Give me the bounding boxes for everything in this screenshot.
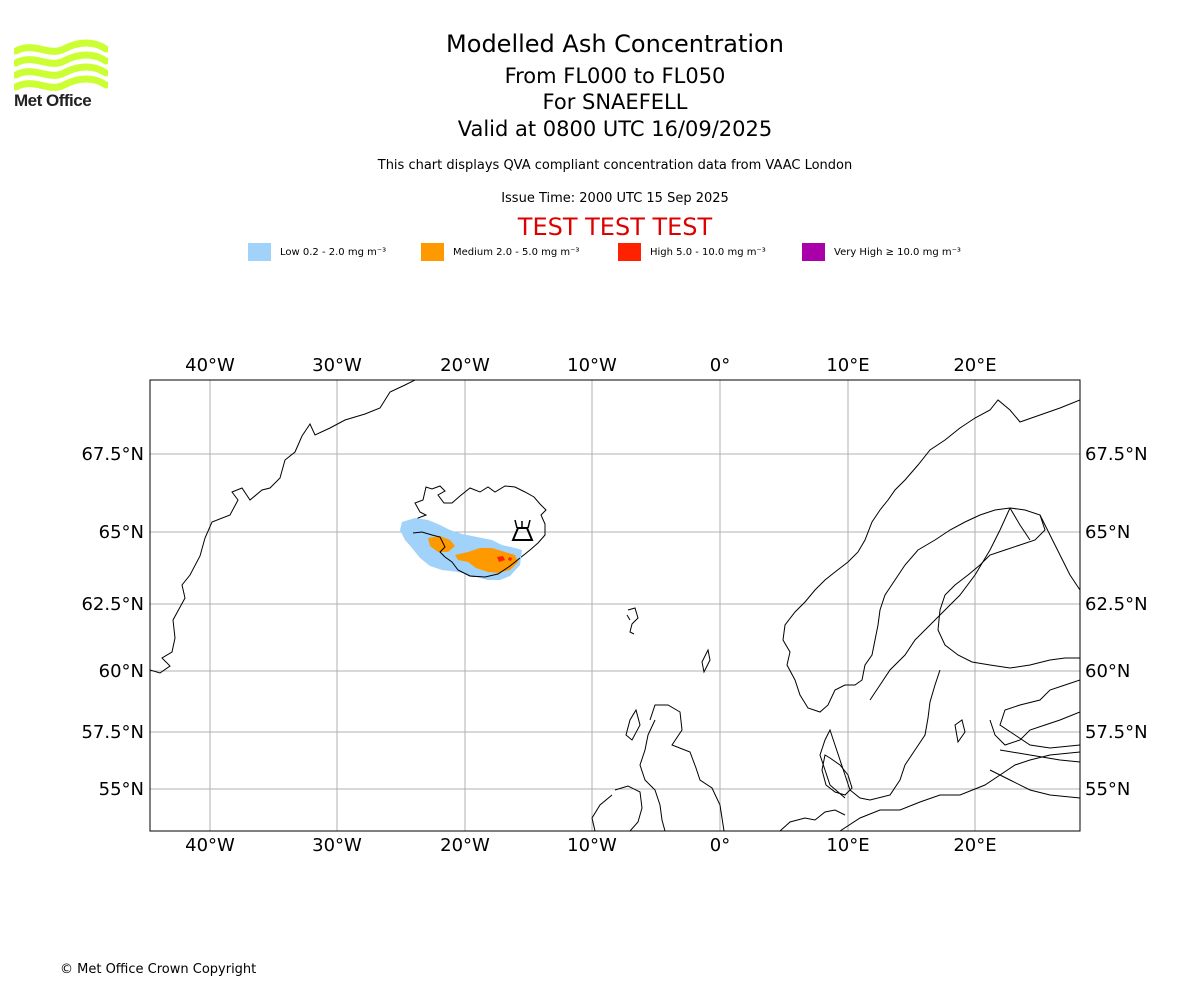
- lon-label-top: 0°: [710, 355, 730, 376]
- ash-area-high: [497, 556, 512, 562]
- coastline-ireland: [591, 785, 643, 831]
- ash-map: 40°W 30°W 20°W 10°W 0° 10°E 20°E 40°W 30…: [0, 340, 1200, 860]
- lon-label-bottom: 20°E: [953, 835, 996, 856]
- lat-label-left: 65°N: [99, 522, 144, 543]
- lat-label-left: 57.5°N: [81, 722, 144, 743]
- issue-time: Issue Time: 2000 UTC 15 Sep 2025: [501, 191, 729, 206]
- coastline-sweden-south: [819, 669, 941, 801]
- test-banner: TEST TEST TEST: [517, 213, 713, 241]
- copyright-notice: © Met Office Crown Copyright: [60, 962, 257, 977]
- longitude-labels-top: 40°W 30°W 20°W 10°W 0° 10°E 20°E: [185, 355, 996, 376]
- logo-wave: [14, 63, 108, 79]
- legend-item-medium: Medium 2.0 - 5.0 mg m⁻³: [421, 243, 579, 261]
- chart-title: Modelled Ash Concentration: [446, 30, 784, 58]
- legend-swatch-high: [618, 243, 641, 261]
- lon-label-top: 10°E: [826, 355, 869, 376]
- legend-label-medium: Medium 2.0 - 5.0 mg m⁻³: [453, 246, 580, 258]
- logo-wave: [14, 75, 108, 91]
- iceland-outline-overlay: [412, 531, 521, 578]
- compliance-note: This chart displays QVA compliant concen…: [377, 158, 853, 173]
- coastline-gulf-of-riga: [989, 711, 1080, 746]
- longitude-labels-bottom: 40°W 30°W 20°W 10°W 0° 10°E 20°E: [185, 835, 996, 856]
- latitude-labels-right: 67.5°N 65°N 62.5°N 60°N 57.5°N 55°N: [1085, 444, 1148, 800]
- logo-wave: [14, 51, 108, 67]
- lon-label-bottom: 20°W: [440, 835, 490, 856]
- lat-label-right: 62.5°N: [1085, 594, 1148, 615]
- lon-label-top: 30°W: [312, 355, 362, 376]
- lon-label-bottom: 10°W: [567, 835, 617, 856]
- coastline-shetland: [701, 648, 711, 674]
- border-finland-russia: [1039, 514, 1080, 591]
- met-office-logo-icon: [14, 39, 108, 91]
- logo-wave: [14, 39, 108, 55]
- lon-label-top: 40°W: [185, 355, 235, 376]
- lon-label-bottom: 0°: [710, 835, 730, 856]
- ash-map-svg: 40°W 30°W 20°W 10°W 0° 10°E 20°E 40°W 30…: [81, 355, 1148, 856]
- ash-area-medium: [428, 536, 518, 573]
- legend-swatch-medium: [421, 243, 444, 261]
- lat-label-left: 55°N: [99, 779, 144, 800]
- lon-label-top: 20°E: [953, 355, 996, 376]
- coastline-gotland: [954, 719, 966, 744]
- border-norway-sweden: [869, 507, 1011, 701]
- coastline-greenland: [150, 380, 416, 674]
- iceland-south-coast: [412, 531, 521, 578]
- lat-label-right: 67.5°N: [1085, 444, 1148, 465]
- coastline-baltic: [839, 679, 1080, 831]
- lat-label-left: 62.5°N: [81, 594, 144, 615]
- border-baltic-states: [989, 749, 1080, 799]
- coastline-outer-hebrides: [625, 708, 641, 741]
- legend-label-high: High 5.0 - 10.0 mg m⁻³: [650, 246, 766, 258]
- coastline-scandinavia: [782, 399, 1080, 713]
- coastline-great-britain: [639, 704, 725, 831]
- legend-label-low: Low 0.2 - 2.0 mg m⁻³: [280, 246, 387, 258]
- latitude-labels-left: 67.5°N 65°N 62.5°N 60°N 57.5°N 55°N: [81, 444, 144, 800]
- volcano-name: For SNAEFELL: [542, 90, 688, 114]
- legend-item-very-high: Very High ≥ 10.0 mg m⁻³: [802, 243, 961, 261]
- lon-label-bottom: 40°W: [185, 835, 235, 856]
- met-office-logo-text: Met Office: [14, 91, 92, 110]
- lat-label-left: 60°N: [99, 661, 144, 682]
- valid-time: Valid at 0800 UTC 16/09/2025: [457, 117, 773, 141]
- legend-item-low: Low 0.2 - 2.0 mg m⁻³: [248, 243, 386, 261]
- legend-swatch-very-high: [802, 243, 825, 261]
- volcano-icon: [511, 519, 534, 541]
- graticule: [150, 380, 1080, 831]
- lat-label-right: 65°N: [1085, 522, 1130, 543]
- ash-concentration-areas: [400, 518, 522, 580]
- lon-label-top: 10°W: [567, 355, 617, 376]
- border-sweden-finland: [1009, 507, 1031, 541]
- map-frame: [149, 379, 1081, 832]
- lon-label-bottom: 30°W: [312, 835, 362, 856]
- flight-level-range: From FL000 to FL050: [504, 64, 726, 88]
- coastline-denmark: [821, 754, 853, 796]
- legend-swatch-low: [248, 243, 271, 261]
- legend-label-very-high: Very High ≥ 10.0 mg m⁻³: [834, 246, 961, 258]
- lat-label-left: 67.5°N: [81, 444, 144, 465]
- legend-item-high: High 5.0 - 10.0 mg m⁻³: [618, 243, 766, 261]
- lat-label-right: 60°N: [1085, 661, 1130, 682]
- lon-label-top: 20°W: [440, 355, 490, 376]
- lat-label-right: 55°N: [1085, 779, 1130, 800]
- coastline-faroe-islands: [626, 607, 639, 635]
- coastline-continent: [779, 809, 846, 831]
- coastlines: [150, 380, 1080, 831]
- map-background: [150, 380, 1080, 831]
- lat-label-right: 57.5°N: [1085, 722, 1148, 743]
- lon-label-bottom: 10°E: [826, 835, 869, 856]
